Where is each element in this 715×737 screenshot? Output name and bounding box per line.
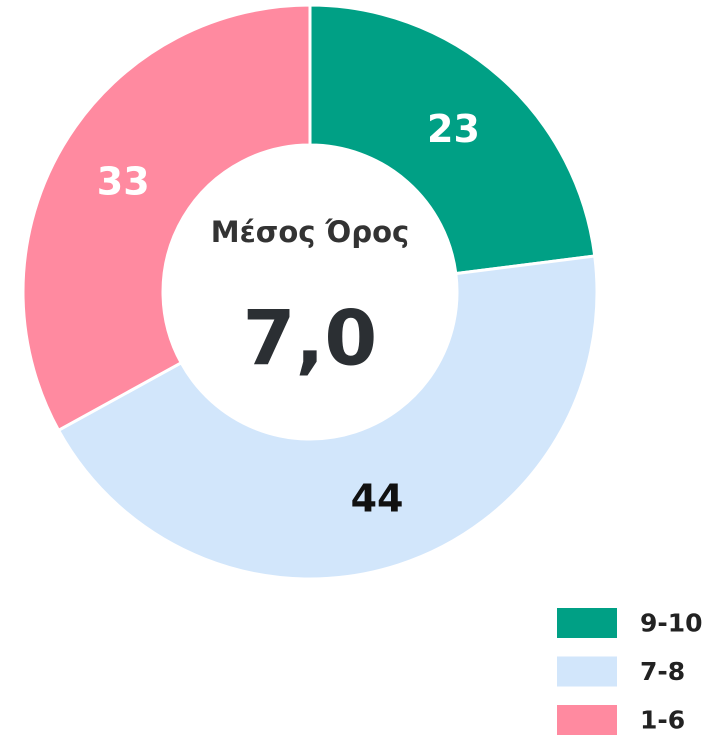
legend-label: 7-8 [640, 657, 685, 686]
slice [21, 3, 312, 433]
center-title: Μέσος Όρος [211, 215, 410, 249]
slice [308, 3, 597, 276]
legend-swatch [557, 705, 617, 735]
data-label: 44 [351, 476, 404, 520]
donut [21, 3, 599, 581]
legend-swatch [557, 608, 617, 638]
legend-label: 1-6 [640, 706, 685, 735]
legend-label: 9-10 [640, 609, 703, 638]
data-label: 33 [97, 160, 150, 204]
data-label: 23 [427, 107, 480, 151]
center-value: 7,0 [243, 294, 378, 383]
legend-swatch [557, 656, 617, 687]
slice [56, 254, 599, 581]
